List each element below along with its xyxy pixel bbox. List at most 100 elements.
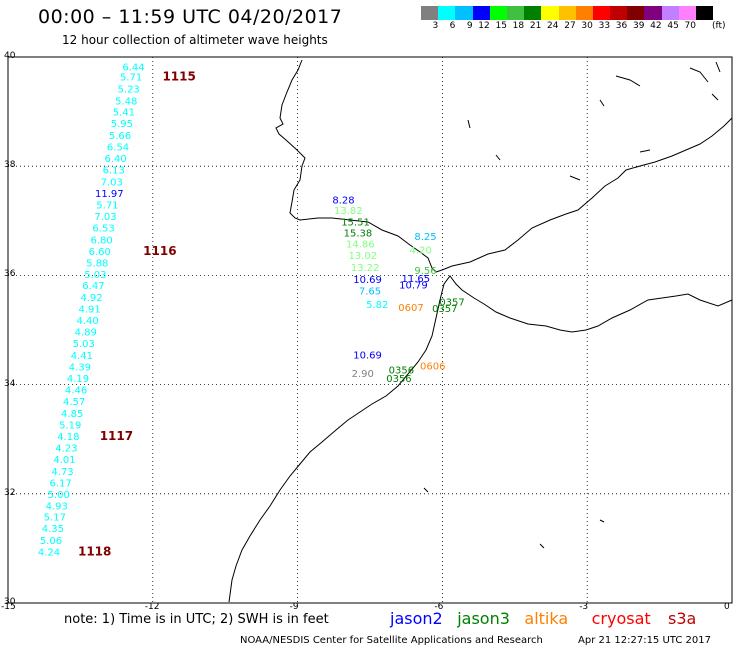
- title: 00:00 – 11:59 UTC 04/20/2017: [38, 6, 343, 28]
- scale-label: 70: [684, 21, 696, 31]
- scale-swatch: [644, 6, 662, 20]
- scale-label: 12: [478, 21, 490, 31]
- swh-value: 13.02: [348, 251, 377, 262]
- swh-value: 10.79: [399, 281, 428, 292]
- longitude-label: -9: [289, 602, 299, 612]
- swh-value: 5.66: [109, 131, 131, 142]
- swh-value: 5.17: [44, 513, 66, 524]
- footer-note: note: 1) Time is in UTC; 2) SWH is in fe…: [64, 612, 329, 627]
- scale-swatch: [592, 6, 611, 20]
- swh-value: 6.54: [107, 143, 129, 154]
- swh-value: 4.92: [80, 293, 102, 304]
- longitude-label: -3: [579, 602, 589, 612]
- coast-south-iberia: [299, 117, 733, 273]
- coast-mediterranean-islands: [467, 61, 721, 181]
- swh-value: 4.23: [55, 443, 77, 454]
- swh-value: 13.82: [334, 206, 363, 217]
- swh-value: 4.93: [46, 501, 68, 512]
- pass-number: 1115: [162, 70, 195, 84]
- coastline: [228, 59, 733, 603]
- swh-value: 5.03: [73, 339, 95, 350]
- swh-value: 6.80: [91, 235, 113, 246]
- swh-value: 0357: [439, 298, 464, 309]
- swh-value: 7.65: [359, 287, 381, 298]
- scale-swatch: [524, 6, 542, 20]
- scale-swatch: [678, 6, 696, 20]
- swh-value: 4.01: [53, 455, 75, 466]
- swh-value: 4.73: [51, 467, 73, 478]
- swh-value: 4.20: [410, 246, 432, 257]
- latitude-label: 38: [4, 160, 16, 171]
- swh-value: 5.95: [111, 119, 133, 130]
- scale-label: 21: [529, 21, 542, 31]
- swh-value: 4.46: [65, 386, 87, 397]
- swh-labels: 6.445.715.235.485.415.955.666.546.406.13…: [38, 62, 465, 558]
- swh-value: 5.19: [59, 420, 81, 431]
- swh-value: 0606: [420, 361, 445, 372]
- legend-cryosat: cryosat: [591, 609, 651, 628]
- scale-swatch: [472, 6, 490, 20]
- swh-value: 15.38: [344, 228, 373, 239]
- longitude-label: -6: [434, 602, 444, 612]
- pass-number: 1118: [78, 545, 111, 559]
- swh-value: 5.03: [84, 270, 106, 281]
- scale-swatch: [421, 6, 439, 20]
- scale-swatch: [627, 6, 645, 20]
- pass-number: 1117: [100, 429, 133, 443]
- swh-value: 7.03: [94, 212, 116, 223]
- swh-value: 5.41: [113, 108, 135, 119]
- swh-value: 5.88: [86, 258, 108, 269]
- swh-value: 11.65: [402, 274, 431, 285]
- swh-value: 0357: [432, 304, 457, 315]
- scale-swatch: [541, 6, 559, 20]
- swh-value: 4.39: [69, 363, 91, 374]
- scale-label: 24: [547, 21, 559, 31]
- swh-value: 8.28: [332, 196, 354, 207]
- legend-jason3: jason3: [457, 609, 510, 628]
- color-scale-labels: 3 6 9 12 15 18 21 24 27 30 33 36 39 42 45 70: [421, 21, 696, 31]
- legend-altika: altika: [524, 609, 569, 628]
- scale-label: 45: [667, 21, 679, 31]
- latitude-label: 34: [4, 378, 16, 389]
- scale-label: 42: [650, 21, 662, 31]
- swh-value: 4.35: [42, 524, 64, 535]
- swh-value: 10.69: [353, 351, 382, 362]
- scale-label: 39: [632, 21, 645, 31]
- coast-island-small: [423, 487, 605, 549]
- scale-label: 33: [598, 21, 611, 31]
- swh-value: 4.24: [38, 548, 60, 559]
- swh-value: 13.22: [351, 263, 380, 274]
- swh-value: 6.44: [122, 62, 144, 73]
- scale-label: 36: [615, 21, 628, 31]
- swh-value: 4.40: [77, 316, 99, 327]
- swh-value: 4.41: [71, 351, 93, 362]
- swh-value: 10.69: [353, 275, 382, 286]
- subtitle: 12 hour collection of altimeter wave hei…: [62, 33, 328, 47]
- swh-value: 6.53: [92, 223, 114, 234]
- swh-value: 14.86: [346, 240, 375, 251]
- swh-value: 6.17: [49, 478, 71, 489]
- scale-unit: (ft): [712, 21, 726, 31]
- scale-swatch: [661, 6, 679, 20]
- swh-value: 4.89: [75, 328, 97, 339]
- coast-portugal: [275, 59, 306, 221]
- latitude-label: 40: [4, 51, 16, 61]
- scale-swatch: [558, 6, 576, 20]
- scale-swatch: [575, 6, 593, 20]
- swh-value: 11.97: [95, 189, 124, 200]
- map-frame: [7, 56, 733, 604]
- swh-value: 5.71: [96, 200, 118, 211]
- swh-value: 8.25: [414, 232, 436, 243]
- swh-value: 4.85: [61, 409, 83, 420]
- timestamp: Apr 21 12:27:15 UTC 2017: [578, 635, 711, 646]
- legend-jason2: jason2: [390, 609, 443, 628]
- latitude-label: 36: [4, 269, 16, 280]
- swh-value: 0607: [398, 303, 423, 314]
- credit: NOAA/NESDIS Center for Satellite Applica…: [240, 635, 543, 646]
- scale-label: 27: [564, 21, 576, 31]
- legend-s3a: s3a: [668, 609, 697, 628]
- swh-value: 7.03: [101, 177, 123, 188]
- swh-value: 0356: [389, 365, 414, 376]
- longitude-label: -12: [144, 602, 160, 612]
- scale-swatch: [696, 6, 714, 20]
